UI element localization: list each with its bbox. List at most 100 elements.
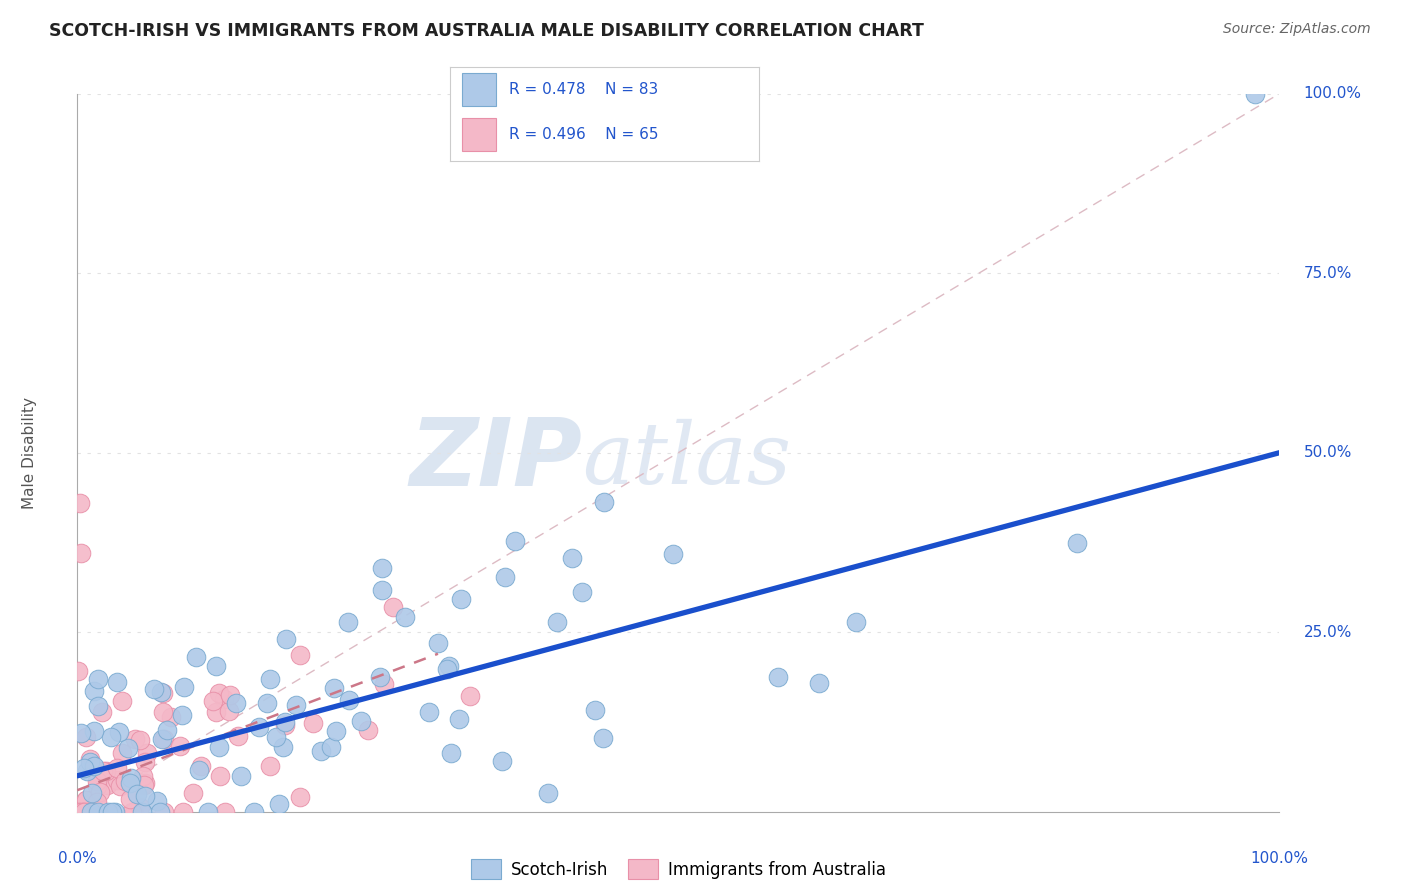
Point [143,681,166,696]
Point [172,708,194,723]
Point [229,769,252,783]
FancyBboxPatch shape [463,119,496,152]
Point [117,741,139,756]
Point [152,705,174,719]
Point [104,805,127,819]
Point [120,792,142,806]
Text: atlas: atlas [582,418,792,501]
Text: 75.0%: 75.0% [1303,266,1353,281]
Point [274,717,297,731]
Point [325,724,347,739]
Point [75,731,97,745]
Point [70,805,93,819]
Point [225,696,247,710]
Point [285,698,308,713]
Point [323,681,346,695]
Point [120,771,142,785]
Point [181,786,204,800]
Point [152,732,174,747]
Point [288,790,311,805]
Point [447,712,470,726]
Point [134,756,156,770]
Point [208,740,231,755]
Point [83,684,105,698]
Point [86,795,108,809]
Point [86,773,108,788]
Point [571,585,593,599]
Point [127,787,149,801]
Text: 100.0%: 100.0% [1303,87,1361,101]
Point [82,805,104,819]
Point [131,805,153,819]
Text: 100.0%: 100.0% [1250,851,1309,866]
Point [546,615,568,629]
Point [350,714,373,728]
Point [368,670,391,684]
Point [96,778,118,792]
Point [146,794,169,808]
Point [122,805,145,819]
Point [83,759,105,773]
Point [311,744,333,758]
Point [1066,535,1088,549]
Point [845,615,868,629]
Point [90,706,112,720]
Point [273,739,295,754]
Point [66,805,89,819]
Point [91,764,114,778]
Point [371,583,394,598]
Point [100,730,122,744]
Point [108,779,131,793]
Point [536,786,558,800]
Point [427,636,450,650]
Point [357,723,380,737]
Point [79,751,101,765]
Point [70,726,93,740]
Point [204,658,226,673]
Point [269,797,291,811]
Point [121,805,143,819]
Point [173,680,195,694]
Point [87,673,110,687]
Point [73,761,96,775]
Point [76,764,98,778]
Point [86,779,108,793]
Point [129,733,152,747]
Text: 0.0%: 0.0% [58,851,97,866]
Point [172,805,194,819]
Text: ZIP: ZIP [409,414,582,506]
Point [583,702,606,716]
Text: R = 0.496    N = 65: R = 0.496 N = 65 [509,128,658,143]
Point [87,698,110,713]
Point [418,706,440,720]
Point [197,805,219,819]
Point [436,662,458,676]
Point [219,688,242,702]
Point [75,793,97,807]
Point [96,764,118,778]
Point [337,692,360,706]
Point [274,714,297,729]
Point [73,805,96,819]
Point [136,746,159,760]
Point [208,768,231,782]
Point [87,805,110,819]
Point [437,659,460,673]
Point [75,793,97,807]
Point [394,610,416,624]
Point [321,740,343,755]
Point [458,689,481,703]
Point [108,724,131,739]
Point [73,805,96,819]
Point [336,615,359,629]
Point [114,774,136,789]
Point [89,785,111,799]
Point [82,786,104,800]
Point [226,729,249,743]
Point [218,704,240,718]
Point [120,776,142,790]
Point [381,599,404,614]
Point [592,731,614,745]
Point [111,746,134,760]
Point [259,758,281,772]
